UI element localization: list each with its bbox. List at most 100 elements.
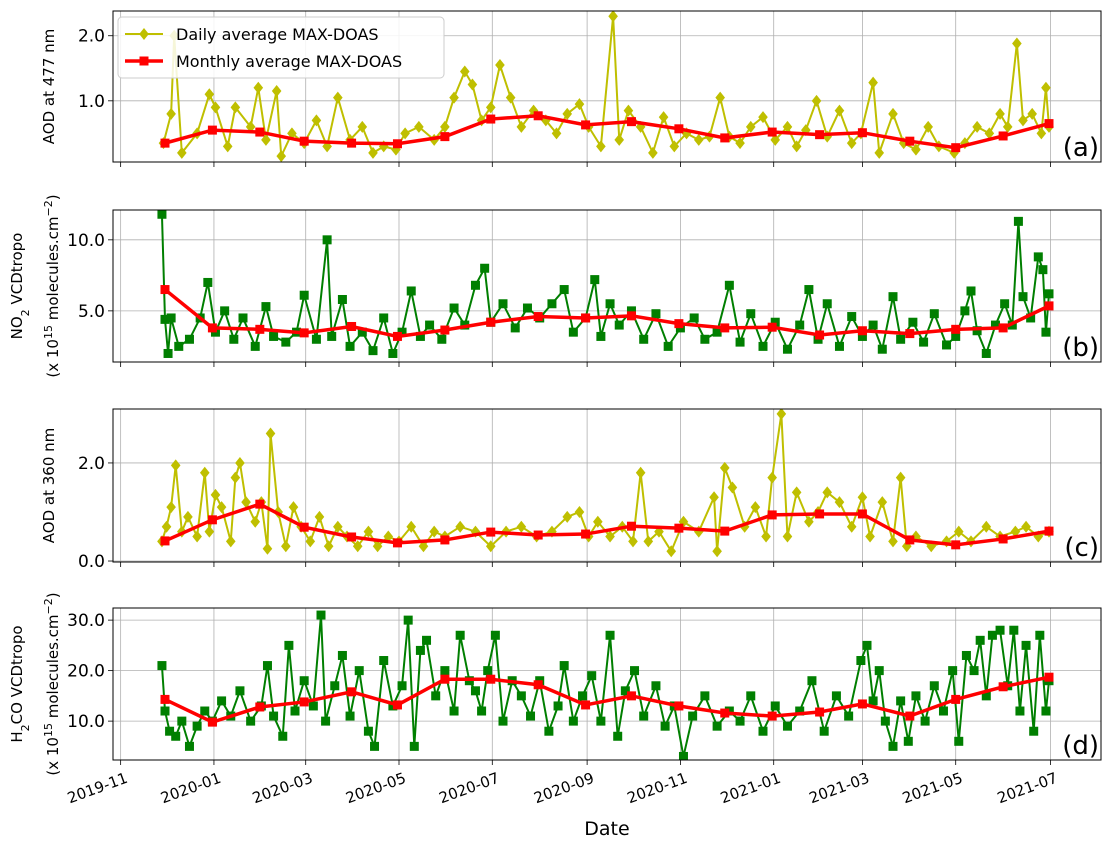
y-axis-label: AOD at 477 nm [40, 29, 58, 144]
daily-average-point [929, 681, 939, 691]
daily-average-point [230, 101, 241, 114]
daily-average-point [265, 427, 276, 440]
daily-average-point [1018, 114, 1028, 127]
monthly-average-point [207, 125, 217, 135]
daily-average-point [880, 716, 890, 726]
daily-average-point [269, 331, 279, 341]
daily-average-point [551, 127, 562, 140]
daily-average-point [299, 290, 309, 300]
monthly-average-point [347, 687, 357, 697]
monthly-average-point [392, 700, 402, 710]
daily-average-point [363, 525, 374, 538]
monthly-average-line [164, 675, 1050, 725]
y-axis-label-part: (x 10 [44, 737, 62, 776]
monthly-average-point [815, 707, 825, 717]
x-tick-label: 2021-03 [807, 769, 872, 807]
monthly-average-point [160, 285, 170, 295]
monthly-average-point [674, 319, 684, 329]
daily-average-point [735, 716, 745, 726]
daily-average-point [363, 726, 373, 736]
daily-average-point [200, 706, 210, 716]
daily-average-point [166, 107, 176, 120]
daily-average-point [284, 640, 294, 650]
daily-average-point [516, 520, 527, 533]
daily-average-point [727, 481, 738, 494]
daily-average-point [217, 696, 227, 706]
x-tick-label: 2020-01 [158, 769, 223, 807]
daily-average-point [811, 94, 822, 107]
daily-average-point [868, 320, 878, 330]
monthly-average-line [164, 502, 1050, 547]
daily-average-point [526, 711, 536, 721]
daily-average-point [388, 701, 398, 711]
daily-average-point [972, 120, 982, 133]
daily-average-point [1015, 706, 1025, 716]
daily-average-point [1010, 525, 1021, 538]
daily-average-point [735, 137, 745, 150]
monthly-average-point [951, 694, 961, 704]
daily-average-point [330, 681, 340, 691]
daily-average-point [510, 323, 520, 333]
daily-average-point [449, 706, 459, 716]
daily-average-point [568, 716, 578, 726]
monthly-average-point [299, 136, 309, 146]
daily-average-point [415, 331, 425, 341]
y-axis-unit-label: (x 1015 molecules.cm−2) [42, 194, 63, 377]
daily-average-point [160, 706, 170, 716]
daily-average-point [770, 701, 780, 711]
x-tick-label: 2021-07 [995, 769, 1060, 807]
daily-average-point [613, 731, 623, 741]
daily-average-point [337, 294, 347, 304]
panel-label: (c) [1064, 533, 1099, 563]
daily-average-point [203, 277, 213, 287]
monthly-average-point [951, 324, 961, 334]
y-axis-unit-label: (x 1015 molecules.cm−2) [42, 592, 63, 775]
daily-average-point [440, 666, 450, 676]
daily-average-point [235, 686, 245, 696]
monthly-average-point [299, 328, 309, 338]
daily-average-point [648, 146, 658, 159]
monthly-average-point [626, 311, 636, 321]
daily-average-point [516, 120, 527, 133]
y-tick-label: 0.0 [78, 552, 105, 572]
daily-average-point [290, 706, 300, 716]
daily-average-point [559, 285, 569, 295]
monthly-average-point [581, 529, 591, 539]
daily-average-point [1013, 216, 1023, 226]
daily-average-point [220, 306, 230, 316]
daily-average-point [281, 540, 291, 553]
monthly-average-line [164, 114, 1050, 150]
daily-average-point [498, 299, 508, 309]
daily-average-point [414, 120, 424, 133]
daily-average-point [693, 525, 704, 538]
daily-average-point [938, 706, 948, 716]
daily-average-point [846, 137, 857, 150]
axes-frame [112, 408, 1102, 563]
daily-average-point [425, 320, 435, 330]
daily-average-point [804, 285, 814, 295]
y-tick-label: 1.0 [78, 92, 105, 112]
daily-average-point [480, 263, 490, 273]
monthly-average-point [299, 697, 309, 707]
daily-average-point [459, 65, 470, 78]
daily-average-line [160, 614, 1050, 757]
daily-average-point [639, 711, 649, 721]
daily-average-point [605, 530, 615, 543]
monthly-average-point [486, 114, 496, 124]
daily-average-point [1038, 265, 1048, 275]
daily-average-point [966, 286, 976, 296]
daily-average-point [288, 501, 299, 514]
daily-average-point [651, 681, 661, 691]
monthly-average-point [998, 682, 1008, 692]
daily-average-point [929, 309, 939, 319]
daily-average-point [630, 666, 640, 676]
y-axis-label-part: −2 [42, 598, 55, 614]
daily-average-point [795, 706, 805, 716]
daily-average-point [596, 716, 606, 726]
daily-average-point [544, 726, 554, 736]
daily-average-point [666, 545, 677, 558]
x-tick-label: 2020-03 [250, 769, 315, 807]
daily-average-point [614, 133, 625, 146]
y-axis-label: H2CO VCDtropo [8, 625, 32, 742]
daily-average-point [681, 127, 692, 140]
